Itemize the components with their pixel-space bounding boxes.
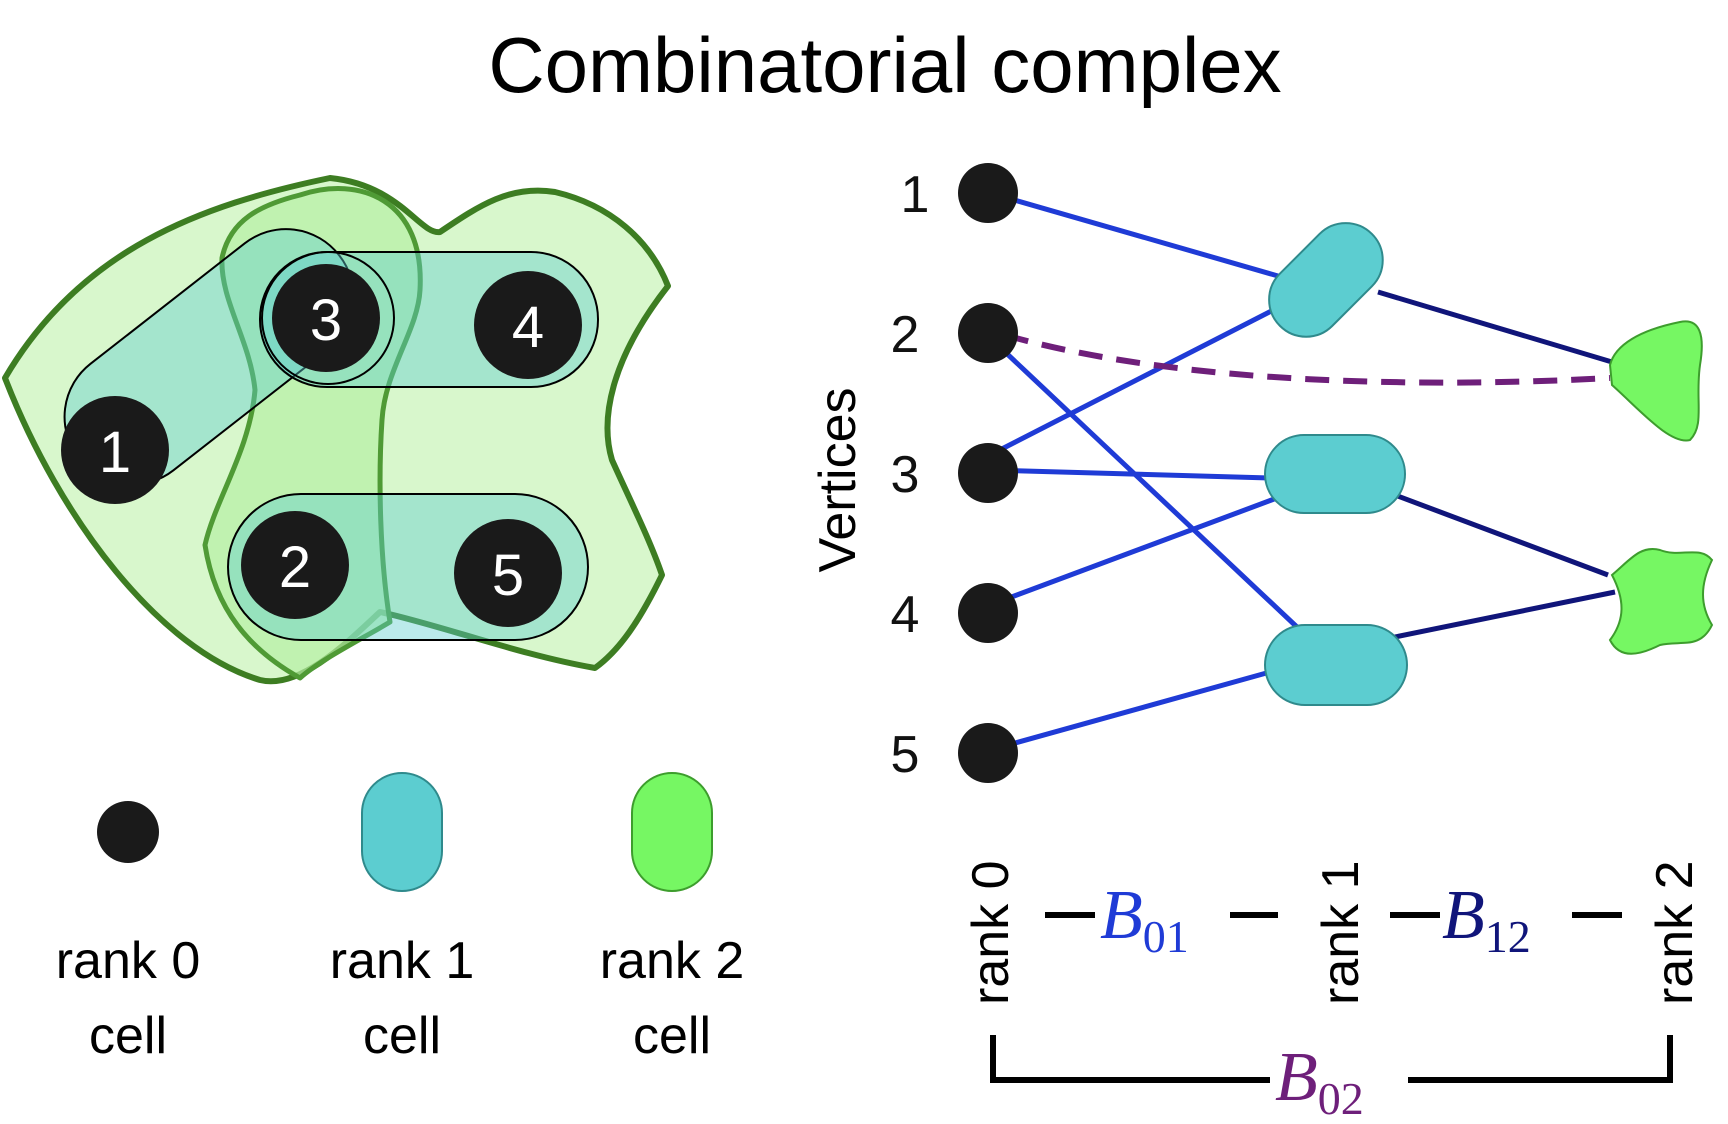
graph-vertex-2 [958, 303, 1018, 363]
b02-label: B02 [1275, 1039, 1364, 1124]
graph-rank1-cell-b [1264, 434, 1406, 514]
legend-rank0-line2: cell [89, 1007, 167, 1065]
complex-vertex-4: 4 [474, 271, 582, 379]
legend-rank2-swatch [631, 772, 713, 892]
svg-text:5: 5 [492, 543, 524, 608]
rank1-label: rank 1 [1312, 860, 1370, 1005]
graph-vertex-4 [958, 583, 1018, 643]
svg-text:2: 2 [279, 535, 311, 600]
svg-text:4: 4 [512, 295, 544, 360]
graph-vertex-1 [958, 163, 1018, 223]
legend-rank1-line1: rank 1 [330, 932, 475, 990]
rank2-label: rank 2 [1646, 860, 1704, 1005]
legend-rank0-swatch [97, 801, 159, 863]
legend-rank2-line2: cell [633, 1007, 711, 1065]
incidence-graph: Vertices 1 2 3 4 5 [809, 163, 1714, 1124]
b12-edges [1377, 289, 1616, 641]
complex-vertex-2: 2 [241, 511, 349, 619]
rank0-label: rank 0 [962, 860, 1020, 1005]
svg-text:1: 1 [99, 420, 131, 485]
legend-rank1-line2: cell [363, 1007, 441, 1065]
graph-rank2-cell-b [1608, 548, 1714, 655]
graph-vertex-label-3: 3 [891, 446, 920, 504]
complex-vertex-3: 3 [272, 264, 380, 372]
graph-vertex-3 [958, 443, 1018, 503]
complex-drawing: 1 3 4 2 5 [2, 175, 671, 685]
graph-rank1-cell-a [1268, 222, 1384, 338]
graph-rank2-cell-a [1608, 320, 1703, 442]
graph-rank1-cell-c [1264, 624, 1408, 706]
graph-vertex-label-2: 2 [891, 306, 920, 364]
complex-vertex-1: 1 [61, 396, 169, 504]
b01-label: B01 [1100, 877, 1189, 962]
b02-bracket [990, 1035, 1673, 1083]
legend-rank2-line1: rank 2 [600, 932, 745, 990]
graph-vertex-label-4: 4 [891, 586, 920, 644]
rank1-cell-3-ring [261, 251, 395, 385]
figure-title: Combinatorial complex [488, 21, 1281, 109]
graph-vertex-label-1: 1 [901, 166, 930, 224]
complex-vertex-5: 5 [454, 519, 562, 627]
legend-rank1-swatch [361, 772, 443, 892]
graph-vertex-label-5: 5 [891, 726, 920, 784]
vertices-axis-label: Vertices [809, 388, 867, 573]
graph-vertex-5 [958, 723, 1018, 783]
legend: rank 0 cell rank 1 cell rank 2 cell [56, 772, 745, 1065]
legend-rank0-line1: rank 0 [56, 932, 201, 990]
svg-text:3: 3 [310, 288, 342, 353]
b12-label: B12 [1442, 877, 1531, 962]
b01-edges [988, 190, 1300, 753]
b02-edge [1004, 332, 1611, 386]
